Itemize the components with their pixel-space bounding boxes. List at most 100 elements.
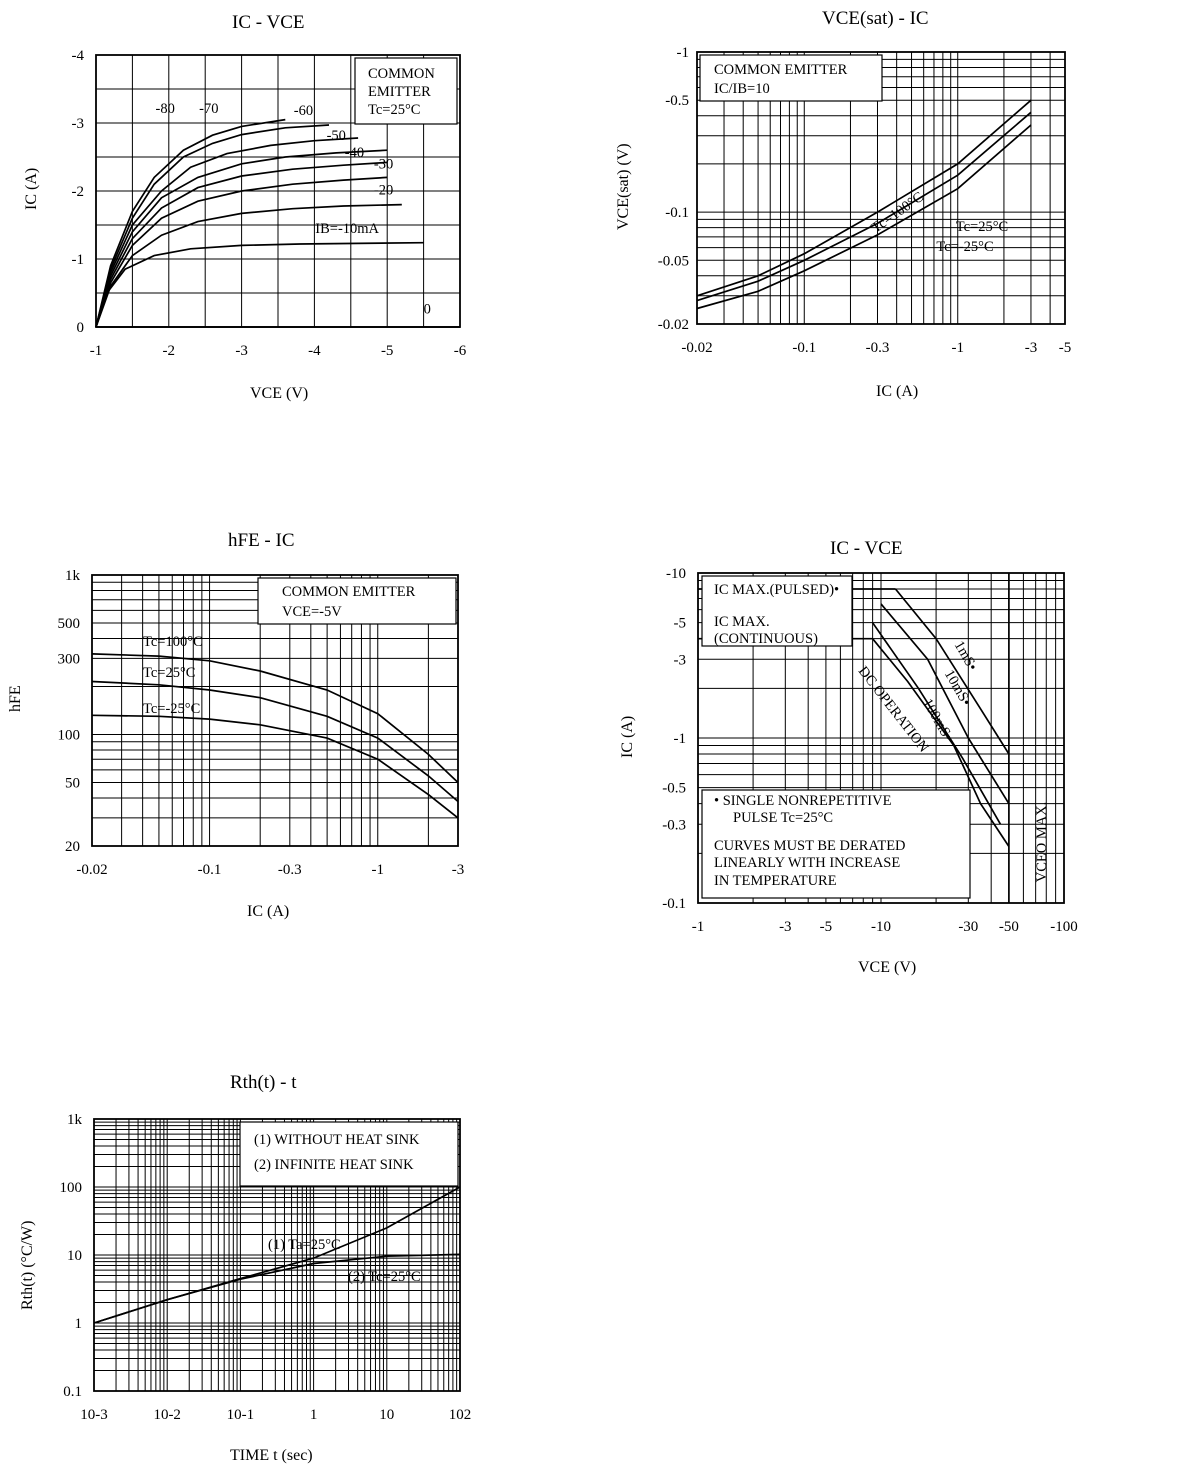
chart3-curve-label: Tc=25°C [143,665,195,681]
chart1-curve-labels: -80 -70 -60 -50-40 -30 -20 IB=-10mA 0 [155,101,430,318]
chart1-x-tick: -3 [235,343,248,359]
chart3-x-tick: -0.02 [76,862,107,878]
chart1-curve-label: -60 [294,103,313,119]
chart5-x-axis-label: TIME t (sec) [230,1447,313,1464]
chart-hfe-ic: hFE - IC -0.02 -0.1 -0.3 -1 -3 20 50 100 300 500… [7,530,464,920]
chart1-x-ticks: -1 -2 -3 -4 -5 -6 [90,343,467,359]
chart5-y-tick: 1 [75,1316,83,1332]
chart4-annotation: • SINGLE NONREPETITIVE [714,793,892,809]
chart1-x-tick: -2 [163,343,176,359]
chart1-series--80 [95,118,286,328]
chart-ic-vce-output: IC - VCE -1 -2 -3 -4 -5 -6 0 -1 -2 -3 -4 COMMON E… [23,12,467,402]
chart3-y-axis-label: hFE [7,685,24,712]
chart4-annotations: IC MAX.(PULSED)•IC MAX.(CONTINUOUS) 1mS•1… [714,582,1050,889]
chart2-legend-box: COMMON EMITTER IC/IB=10 [699,54,883,102]
chart3-frame [91,574,459,847]
chart5-curve-labels: (1) Ta=25°C (2) Tc=25°C [268,1237,421,1285]
chart1-series--40 [95,161,388,328]
chart2-x-axis-label: IC (A) [876,383,918,400]
chart4-annotation: (CONTINUOUS) [714,631,818,647]
chart2-legend-line-1: COMMON EMITTER [714,62,848,78]
chart1-x-tick: -4 [308,343,321,359]
chart1-x-tick: -1 [90,343,103,359]
chart3-x-axis-label: IC (A) [247,903,289,920]
chart4-annotation: IN TEMPERATURE [714,873,837,889]
chart4-y-axis-label: IC (A) [619,716,636,758]
chart5-legend-line-1: (1) WITHOUT HEAT SINK [254,1132,420,1148]
chart1-y-tick: -4 [72,48,85,64]
chart4-x-tick: -30 [958,919,978,935]
chart1-series--20 [95,203,402,328]
chart2-curve-label: Tc=-25°C [936,239,993,255]
chart5-title: Rth(t) - t [230,1072,297,1093]
chart4-y-tick: -0.5 [662,781,686,797]
chart3-x-ticks: -0.02 -0.1 -0.3 -1 -3 [76,862,464,878]
chart2-x-tick: -0.02 [681,340,712,356]
chart1-y-ticks: 0 -1 -2 -3 -4 [72,48,85,336]
chart1-y-tick: -2 [72,184,85,200]
chart2-x-tick: -5 [1059,340,1072,356]
chart1-legend-line-1: COMMON [368,66,435,82]
chart4-y-ticks: -0.1 -0.3 -0.5 -1 -3 -5 -10 [662,566,686,912]
chart4-frame [697,572,1065,904]
chart4-x-ticks: -1 -3 -5 -10 -30 -50 -100 [692,919,1078,935]
chart2-series [696,124,1032,310]
chart1-y-tick: -3 [72,116,85,132]
chart4-annotation: LINEARLY WITH INCREASE [714,855,900,871]
chart4-x-tick: -10 [871,919,891,935]
chart4-y-tick: -3 [674,652,687,668]
chart1-series--50 [95,149,388,328]
chart4-annotation: PULSE Tc=25°C [733,810,833,826]
chart2-y-tick: -0.02 [658,317,689,333]
chart1-y-tick: 0 [77,320,85,336]
chart4-annotation: CURVES MUST BE DERATED [714,838,906,854]
chart2-y-tick: -0.1 [665,205,689,221]
chart2-y-ticks: -0.02 -0.05 -0.1 -0.5 -1 [658,45,689,333]
chart1-curve-label: IB=-10mA [315,221,379,237]
chart5-y-tick: 100 [60,1180,83,1196]
chart3-y-tick: 500 [58,616,81,632]
chart5-x-ticks: 10-3 10-2 10-1 1 10 102 [80,1407,471,1423]
chart4-x-tick: -50 [999,919,1019,935]
chart1-legend-line-3: Tc=25°C [368,102,420,118]
chart5-x-tick: 10-2 [153,1407,181,1423]
chart4-series [880,603,1010,805]
chart1-curve-label: -50 [327,128,346,144]
chart2-x-tick: -0.1 [792,340,816,356]
chart5-series [93,1186,461,1324]
chart1-legend-line-2: EMITTER [368,84,431,100]
chart1-series--30 [95,176,388,328]
chart1-title: IC - VCE [232,12,304,33]
chart2-x-tick: -0.3 [866,340,890,356]
chart4-limit-box [701,575,853,647]
chart5-y-tick: 0.1 [63,1384,82,1400]
chart2-x-tick: -3 [1025,340,1038,356]
chart5-legend-box: (1) WITHOUT HEAT SINK (2) INFINITE HEAT … [239,1121,459,1187]
chart4-series [871,638,1010,847]
chart4-annotation: IC MAX. [714,614,770,630]
chart1-y-axis-label: IC (A) [23,168,40,210]
chart5-y-tick: 1k [67,1112,83,1128]
chart4-y-tick: -10 [666,566,686,582]
chart2-x-tick: -1 [951,340,964,356]
chart2-curve-label: Tc=25°C [956,219,1008,235]
chart3-curve-labels: Tc=100°C Tc=25°C Tc=-25°C [143,634,203,717]
chart2-y-tick: -0.5 [665,93,689,109]
chart5-x-tick: 1 [310,1407,318,1423]
chart5-x-tick: 102 [449,1407,472,1423]
chart3-curve-label: Tc=-25°C [143,701,200,717]
chart3-legend-line-2: VCE=-5V [282,604,342,620]
chart5-y-axis-label: Rth(t) (°C/W) [19,1221,36,1311]
chart2-series [696,99,1032,310]
chart1-x-axis-label: VCE (V) [250,385,308,402]
chart1-curve-label: -40 [345,145,364,161]
chart4-series [894,588,1010,755]
chart3-y-tick: 300 [58,651,81,667]
chart5-series [93,1253,461,1324]
chart2-series [696,99,1032,297]
chart4-y-tick: -1 [674,731,687,747]
chart5-x-tick: 10 [379,1407,394,1423]
chart3-legend-line-1: COMMON EMITTER [282,584,416,600]
chart5-y-ticks: 0.1 1 10 100 1k [60,1112,83,1400]
